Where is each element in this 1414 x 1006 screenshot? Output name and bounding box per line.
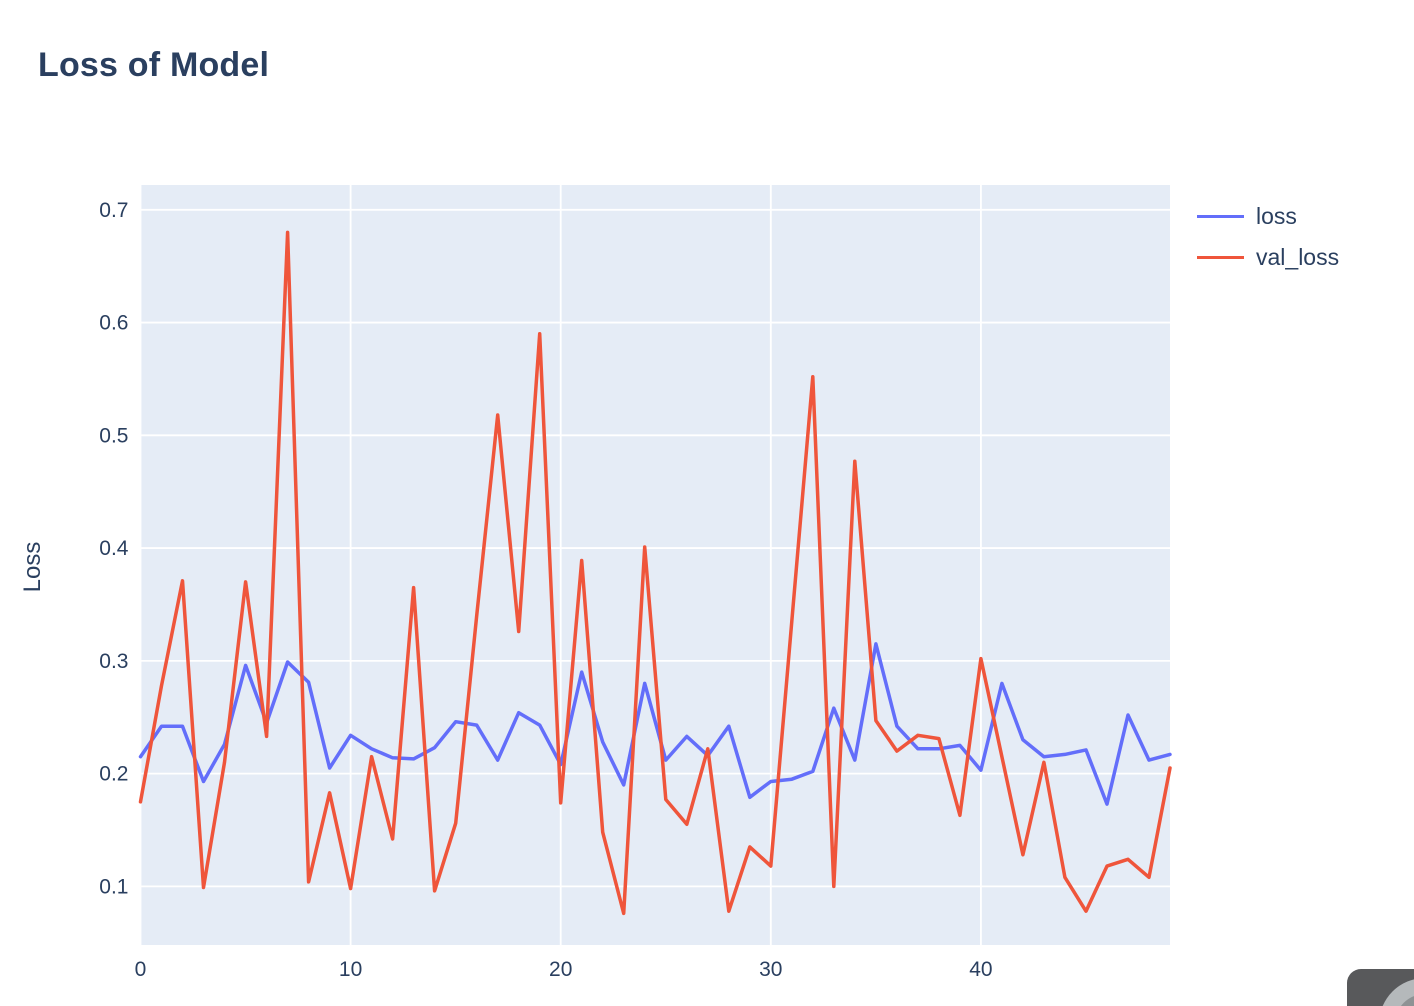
y-tick-label: 0.3: [99, 650, 128, 673]
legend: loss val_loss: [1197, 203, 1339, 271]
legend-swatch-val_loss: [1197, 255, 1244, 259]
val-loss-line[interactable]: [138, 230, 1172, 916]
y-tick-label: 0.7: [99, 199, 128, 222]
chart-title: Loss of Model: [38, 46, 270, 84]
y-tick-label: 0.6: [99, 312, 128, 335]
x-tick-label: 10: [339, 958, 362, 981]
legend-label: loss: [1256, 203, 1297, 229]
x-tick-label: 30: [759, 958, 782, 981]
y-tick-label: 0.5: [99, 424, 128, 447]
legend-item-loss[interactable]: loss: [1197, 203, 1339, 231]
legend-label: val_loss: [1256, 243, 1340, 270]
plot-area[interactable]: [140, 185, 1171, 945]
legend-swatch-loss: [1197, 215, 1244, 219]
x-tick-label: 40: [969, 958, 992, 981]
x-tick-label: 0: [135, 958, 147, 981]
loss-line[interactable]: [138, 642, 1172, 806]
corner-widget[interactable]: [1347, 969, 1414, 1006]
legend-item-val_loss[interactable]: val_loss: [1197, 244, 1339, 272]
x-tick-label: 20: [549, 958, 572, 981]
y-tick-label: 0.2: [99, 763, 128, 786]
y-tick-label: 0.1: [99, 875, 128, 898]
y-tick-label: 0.4: [99, 537, 129, 560]
